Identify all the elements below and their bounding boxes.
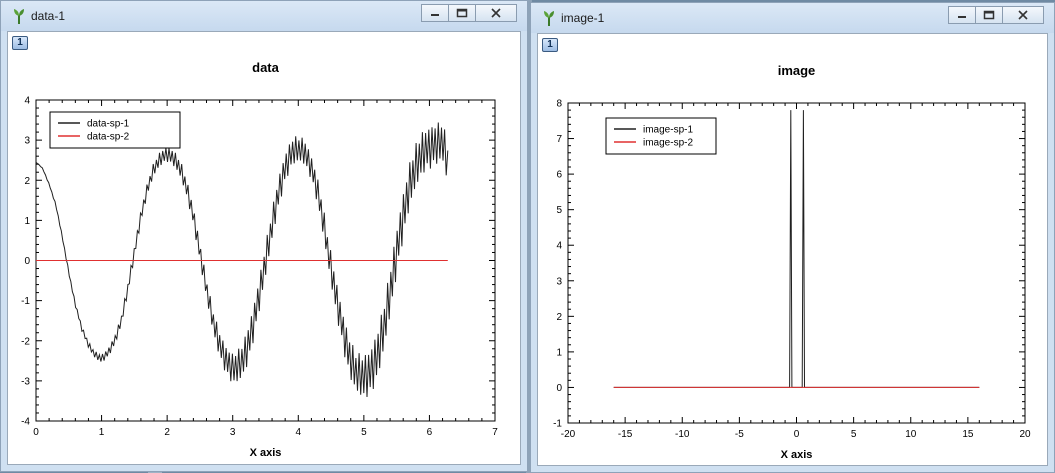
y-tick-label: -2 (21, 336, 30, 347)
maximize-icon (456, 8, 468, 18)
x-tick-label: 5 (361, 427, 367, 438)
graph-area[interactable]: data 0 1 2 3 4 5 6 7 -4 -3 -2 -1 0 1 2 3 4 X axis data-sp-1… (7, 31, 521, 465)
chart-title: data (252, 60, 280, 75)
y-tick-label: 1 (24, 216, 30, 227)
y-tick-label: -1 (553, 419, 562, 430)
y-tick-label: 4 (24, 96, 30, 107)
y-tick-label: -4 (21, 417, 30, 428)
y-tick-label: 3 (556, 276, 562, 287)
legend-label: image-sp-2 (643, 138, 693, 149)
y-tick-label: 1 (556, 347, 562, 358)
close-button[interactable] (475, 4, 517, 22)
x-tick-label: -5 (735, 429, 744, 440)
x-tick-label: 0 (794, 429, 800, 440)
close-button[interactable] (1002, 6, 1044, 24)
close-icon (1018, 10, 1028, 20)
x-tick-label: 0 (33, 427, 39, 438)
x-tick-label: 10 (905, 429, 917, 440)
data-chart[interactable]: data 0 1 2 3 4 5 6 7 -4 -3 -2 -1 0 1 2 3 4 X axis data-sp-1… (8, 32, 522, 466)
y-tick-label: 6 (556, 170, 562, 181)
image-window[interactable]: image-1 image -20 -15 -10 -5 0 5 10 15 20 -1 0 1 2 3 4 5… (530, 2, 1055, 473)
y-tick-label: 8 (556, 99, 562, 110)
x-axis-label: X axis (250, 447, 282, 459)
y-tick-label: 0 (24, 256, 30, 267)
x-tick-label: 3 (230, 427, 236, 438)
title-bar[interactable]: image-1 (531, 3, 1054, 33)
y-tick-label: -3 (21, 376, 30, 387)
app-icon (544, 11, 554, 26)
chart-title: image (778, 63, 816, 78)
title-bar[interactable]: data-1 (1, 1, 527, 31)
legend-label: data-sp-2 (87, 132, 130, 143)
y-tick-label: 7 (556, 134, 562, 145)
y-tick-label: 3 (24, 136, 30, 147)
desktop-strip (526, 0, 532, 473)
maximize-button[interactable] (975, 6, 1003, 24)
layer-button[interactable]: 1 (542, 38, 558, 52)
x-tick-label: 15 (962, 429, 974, 440)
legend-box (49, 111, 181, 149)
minimize-icon (958, 16, 966, 18)
close-icon (491, 8, 501, 18)
minimize-button[interactable] (948, 6, 976, 24)
x-tick-label: 4 (296, 427, 302, 438)
y-tick-label: 0 (556, 383, 562, 394)
window-title: data-1 (31, 9, 66, 23)
legend-box (605, 117, 717, 155)
x-tick-label: -10 (675, 429, 690, 440)
x-tick-label: 7 (492, 427, 498, 438)
y-tick-label: 5 (556, 205, 562, 216)
legend-label: data-sp-1 (87, 119, 130, 130)
window-title: image-1 (561, 11, 605, 25)
x-tick-label: -20 (561, 429, 576, 440)
y-tick-label: 4 (556, 241, 562, 252)
x-tick-label: 5 (851, 429, 857, 440)
y-tick-label: -1 (21, 296, 30, 307)
x-tick-label: 1 (99, 427, 105, 438)
maximize-icon (983, 10, 995, 20)
y-tick-label: 2 (24, 176, 30, 187)
data-window[interactable]: data-1 data 0 1 2 3 4 5 6 7 -4 -3 -2 -1 0 1 2 3 4 X axis da… (0, 0, 528, 472)
legend-label: image-sp-1 (643, 125, 693, 136)
x-tick-label: 6 (427, 427, 433, 438)
graph-area[interactable]: image -20 -15 -10 -5 0 5 10 15 20 -1 0 1 2 3 4 5 6 7 8 X axi… (537, 33, 1048, 466)
y-tick-label: 2 (556, 312, 562, 323)
x-tick-label: 2 (164, 427, 170, 438)
maximize-button[interactable] (448, 4, 476, 22)
layer-button[interactable]: 1 (12, 36, 28, 50)
app-icon (14, 9, 24, 24)
x-tick-label: -15 (618, 429, 633, 440)
minimize-icon (431, 14, 439, 16)
minimize-button[interactable] (421, 4, 449, 22)
x-axis-label: X axis (781, 449, 813, 461)
x-tick-label: 20 (1019, 429, 1031, 440)
series-line-data-sp-1 (35, 122, 449, 398)
